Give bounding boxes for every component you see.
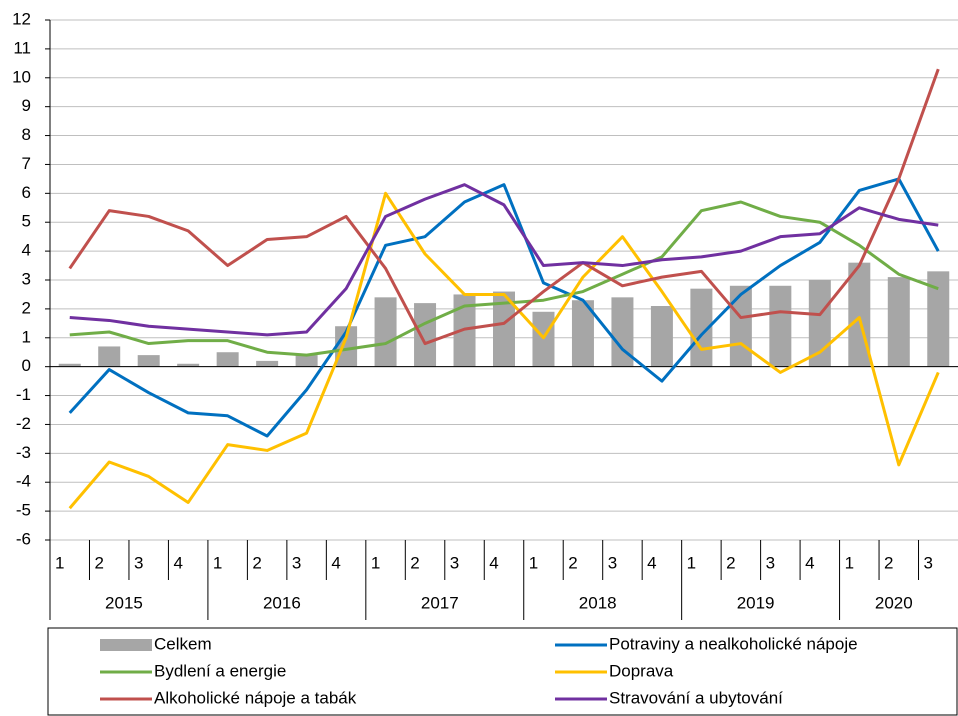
x-tick-label: 1: [845, 553, 854, 572]
line: [68, 68, 940, 346]
y-tick-label: 6: [22, 183, 31, 202]
y-tick-label: 1: [22, 327, 31, 346]
line: [68, 191, 940, 510]
x-tick-label: 2: [726, 553, 735, 572]
line: [69, 183, 939, 337]
bar: [137, 355, 160, 367]
legend-label: Potraviny a nealkoholické nápoje: [609, 634, 858, 653]
y-tick-label: -4: [16, 472, 31, 491]
y-tick-label: -2: [16, 414, 31, 433]
x-group-label: 2016: [263, 593, 301, 612]
y-tick-label: 12: [12, 9, 31, 28]
x-tick-label: 1: [213, 553, 222, 572]
y-tick-label: -5: [16, 501, 31, 520]
y-tick-label: 5: [22, 212, 31, 231]
bar: [256, 360, 279, 367]
x-tick-label: 4: [173, 553, 182, 572]
legend-label: Doprava: [609, 661, 674, 680]
x-tick-label: 3: [766, 553, 775, 572]
x-group-label: 2019: [737, 593, 775, 612]
legend-swatch: [100, 639, 152, 651]
bar: [611, 297, 634, 367]
legend-label: Alkoholické nápoje a tabák: [154, 688, 357, 707]
bar: [177, 363, 200, 367]
bar: [887, 277, 910, 367]
bar: [769, 285, 792, 367]
x-tick-label: 1: [55, 553, 64, 572]
bar: [493, 291, 515, 367]
x-tick-label: 2: [252, 553, 261, 572]
y-tick-label: 3: [22, 269, 31, 288]
y-tick-label: 2: [22, 298, 31, 317]
x-tick-label: 2: [94, 553, 103, 572]
bar: [650, 306, 673, 367]
x-tick-label: 1: [371, 553, 380, 572]
legend-label: Bydlení a energie: [154, 661, 286, 680]
x-tick-label: 1: [687, 553, 696, 572]
y-tick-label: 4: [22, 241, 31, 260]
y-tick-label: 10: [12, 67, 31, 86]
bar: [216, 352, 239, 367]
x-tick-label: 3: [134, 553, 143, 572]
x-tick-label: 2: [568, 553, 577, 572]
line: [68, 177, 940, 438]
y-tick-label: 8: [22, 125, 31, 144]
bar: [729, 285, 752, 367]
y-tick-label: -1: [16, 385, 31, 404]
x-tick-label: 3: [924, 553, 933, 572]
line: [69, 200, 939, 357]
bar: [571, 300, 594, 367]
bar: [335, 326, 358, 367]
legend-label: Celkem: [154, 634, 212, 653]
legend-label: Stravování a ubytování: [609, 688, 783, 707]
x-tick-label: 4: [647, 553, 656, 572]
legend-box: [47, 627, 958, 716]
x-tick-label: 3: [450, 553, 459, 572]
x-group-label: 2020: [875, 593, 913, 612]
y-tick-label: -3: [16, 443, 31, 462]
y-tick-label: -6: [16, 529, 31, 548]
x-tick-label: 3: [292, 553, 301, 572]
bar: [295, 355, 318, 367]
x-group-label: 2015: [105, 593, 143, 612]
x-tick-label: 1: [529, 553, 538, 572]
bar: [58, 363, 81, 367]
y-tick-label: 11: [13, 38, 31, 57]
bar: [98, 346, 121, 367]
y-tick-label: 0: [22, 356, 31, 375]
bar: [374, 297, 397, 367]
bar: [414, 303, 437, 367]
x-tick-label: 4: [805, 553, 814, 572]
x-group-label: 2018: [579, 593, 617, 612]
bar: [927, 271, 950, 367]
y-tick-label: 7: [22, 154, 31, 173]
x-tick-label: 3: [608, 553, 617, 572]
x-tick-label: 2: [410, 553, 419, 572]
x-tick-label: 4: [489, 553, 498, 572]
x-tick-label: 4: [331, 553, 340, 572]
bar: [808, 280, 831, 367]
x-tick-label: 2: [884, 553, 893, 572]
x-group-label: 2017: [421, 593, 459, 612]
y-tick-label: 9: [22, 96, 31, 115]
